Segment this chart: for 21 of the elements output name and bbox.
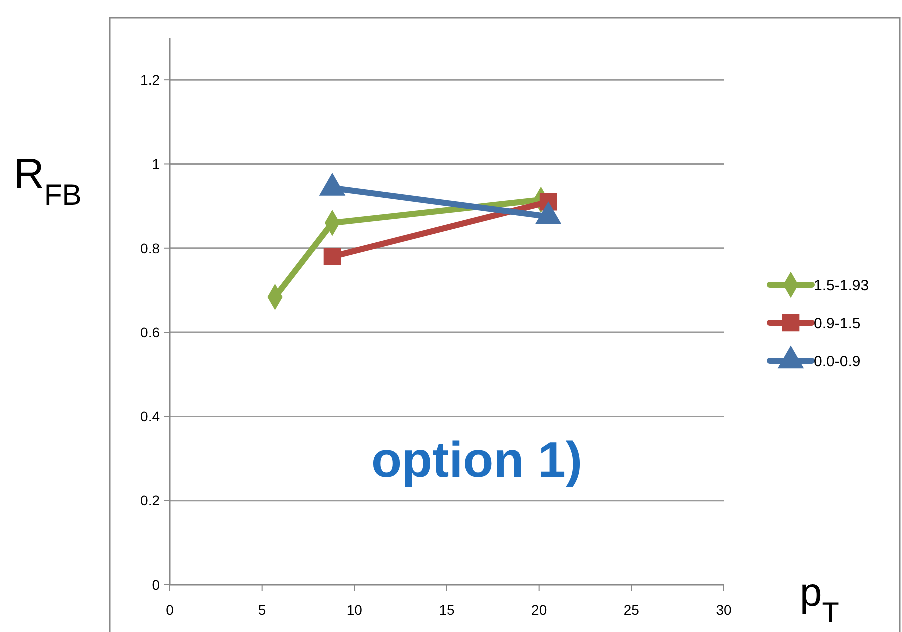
legend-label: 0.9-1.5 xyxy=(814,315,861,332)
y-axis-title: R$_{FB}$ xyxy=(14,150,82,212)
y-tick-label: 1 xyxy=(152,156,160,172)
y-tick-label: 0.2 xyxy=(140,492,160,509)
y-tick-label: 1.2 xyxy=(140,72,160,88)
point xyxy=(324,248,342,266)
x-tick-label: 10 xyxy=(346,602,363,618)
x-tick-label: 20 xyxy=(532,602,548,618)
x-tick-label: 30 xyxy=(716,602,732,618)
y-tick-label: 0 xyxy=(152,576,160,593)
legend-label: 0.0-0.9 xyxy=(814,353,861,370)
x-tick-label: 25 xyxy=(624,602,640,618)
x-tick-label: 5 xyxy=(258,602,266,618)
y-tick-label: 0.6 xyxy=(140,324,160,340)
y-tick-label: 0.8 xyxy=(140,240,160,256)
x-tick-label: 0 xyxy=(166,602,174,618)
legend-label: 1.5-1.93 xyxy=(814,277,870,294)
x-tick-label: 15 xyxy=(439,602,455,618)
y-tick-label: 0.4 xyxy=(140,408,160,425)
annotation: option 1) xyxy=(371,432,583,488)
x-axis-title: p$_{T}$ xyxy=(800,571,840,628)
